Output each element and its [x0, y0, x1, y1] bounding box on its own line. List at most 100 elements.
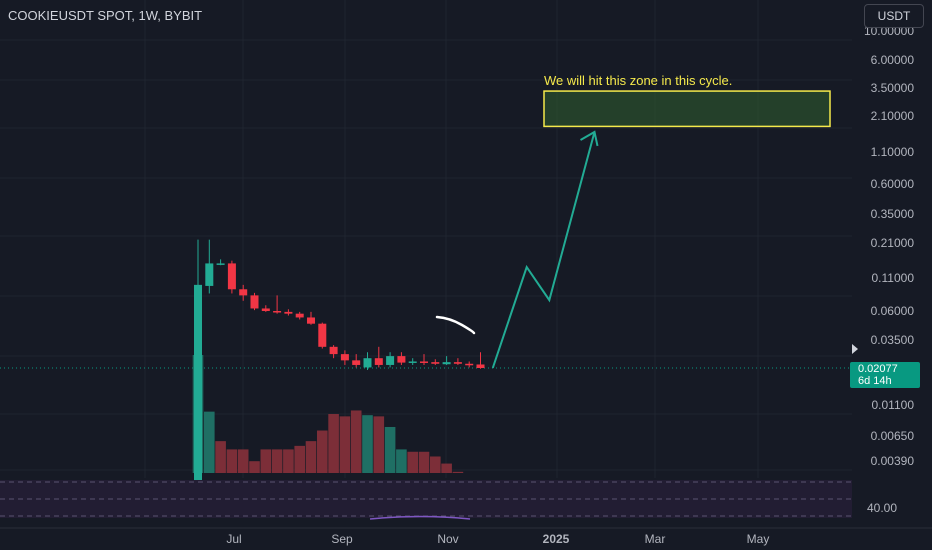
time-axis-label: Mar: [645, 532, 666, 546]
rsi-panel: [0, 480, 932, 529]
volume-bar: [294, 445, 305, 473]
time-axis-label: Nov: [437, 532, 458, 546]
candle-body: [352, 360, 361, 365]
candle-body: [318, 323, 327, 347]
volume-bar: [226, 449, 238, 473]
candle: [307, 311, 315, 325]
candle: [205, 239, 214, 294]
volume-bar: [430, 456, 441, 473]
candle: [453, 358, 462, 365]
price-axis-label: 0.00390: [871, 454, 915, 468]
price-axis-label: 0.11000: [872, 271, 915, 285]
volume-bar: [249, 461, 260, 473]
candle-body: [442, 362, 451, 365]
candle-body: [329, 346, 338, 355]
candle-body: [465, 363, 474, 366]
candle: [273, 295, 282, 314]
scroll-right-icon[interactable]: [852, 344, 858, 354]
candle-body: [239, 289, 248, 296]
volume-bar: [317, 430, 328, 473]
time-axis-label: Jul: [226, 532, 241, 546]
candle: [420, 354, 428, 365]
price-axis-label: 0.60000: [871, 177, 915, 191]
candle: [408, 358, 417, 365]
candle: [431, 359, 440, 365]
candle: [194, 239, 202, 490]
candle: [352, 354, 361, 368]
volume-bar: [396, 449, 407, 473]
candle: [329, 345, 338, 359]
price-axis-label: 0.06000: [871, 304, 915, 318]
projection-arrow[interactable]: [491, 130, 599, 369]
candle: [318, 322, 327, 349]
candle: [227, 260, 236, 294]
candle: [397, 352, 406, 365]
candle: [261, 305, 270, 312]
candle-body: [194, 284, 202, 490]
price-axis-label: 6.00000: [871, 53, 915, 67]
volume-bar: [260, 449, 272, 473]
volume-bar: [373, 416, 385, 473]
candle-body: [227, 263, 236, 290]
candle-body: [307, 317, 315, 324]
candle: [340, 350, 349, 365]
bar-countdown: 6d 14h: [858, 375, 892, 387]
candle-body: [340, 354, 349, 361]
symbol-title: COOKIEUSDT SPOT, 1W, BYBIT: [8, 8, 203, 23]
freehand-stroke[interactable]: [435, 315, 476, 335]
target-zone-box[interactable]: [543, 90, 831, 128]
price-axis-label: 0.35000: [871, 207, 915, 221]
volume-bar: [441, 463, 452, 473]
currency-button[interactable]: USDT: [864, 4, 924, 28]
candle: [284, 309, 293, 316]
price-axis-label: 3.50000: [871, 81, 915, 95]
price-axis-label: 0.00650: [871, 429, 915, 443]
candle: [465, 361, 474, 368]
rsi-axis-label: 40.00: [867, 501, 897, 515]
volume-bar: [362, 415, 373, 473]
volume-bar: [237, 449, 249, 473]
volume-bar: [339, 416, 351, 473]
price-axis-label: 0.01100: [872, 398, 915, 412]
volume-bar: [350, 410, 362, 473]
volume-bar: [204, 411, 215, 473]
candle: [442, 356, 451, 365]
volume-bar: [407, 451, 418, 473]
grid-lines: [0, 0, 852, 478]
candle-body: [420, 361, 428, 363]
price-axis-label: 2.10000: [871, 109, 915, 123]
candle-body: [386, 356, 395, 365]
candle-body: [273, 311, 282, 313]
volume-bar: [328, 414, 339, 473]
rsi-line: [369, 515, 471, 520]
price-axis-label: 0.21000: [871, 236, 915, 250]
candle: [363, 352, 372, 370]
candle-body: [374, 358, 383, 365]
time-axis-label: May: [747, 532, 770, 546]
volume-bar: [384, 426, 396, 473]
time-axis[interactable]: Jul Sep Nov 2025 Mar May: [226, 532, 769, 546]
projection-arrowhead: [580, 130, 599, 147]
candle-body: [476, 364, 485, 368]
candle-body: [431, 362, 440, 364]
projection-line[interactable]: [491, 131, 596, 369]
candle: [250, 292, 259, 311]
last-price-value: 0.02077: [858, 363, 898, 375]
time-axis-label: 2025: [543, 532, 570, 546]
target-zone-annotation[interactable]: We will hit this zone in this cycle.: [544, 73, 732, 88]
price-axis-label: 1.10000: [871, 145, 915, 159]
candle: [239, 284, 248, 301]
candle-body: [205, 263, 214, 286]
candle: [476, 352, 485, 369]
candle-body: [363, 358, 372, 368]
volume-bar: [271, 449, 283, 473]
candle: [374, 346, 383, 368]
volume-bar: [452, 471, 464, 473]
volume-bar: [283, 449, 294, 473]
candle: [216, 259, 225, 266]
last-price-tag: 0.02077 6d 14h: [850, 362, 920, 388]
price-axis[interactable]: 10.000006.000003.500002.100001.100000.60…: [864, 24, 914, 515]
candle-body: [216, 263, 225, 265]
candle: [295, 311, 304, 320]
